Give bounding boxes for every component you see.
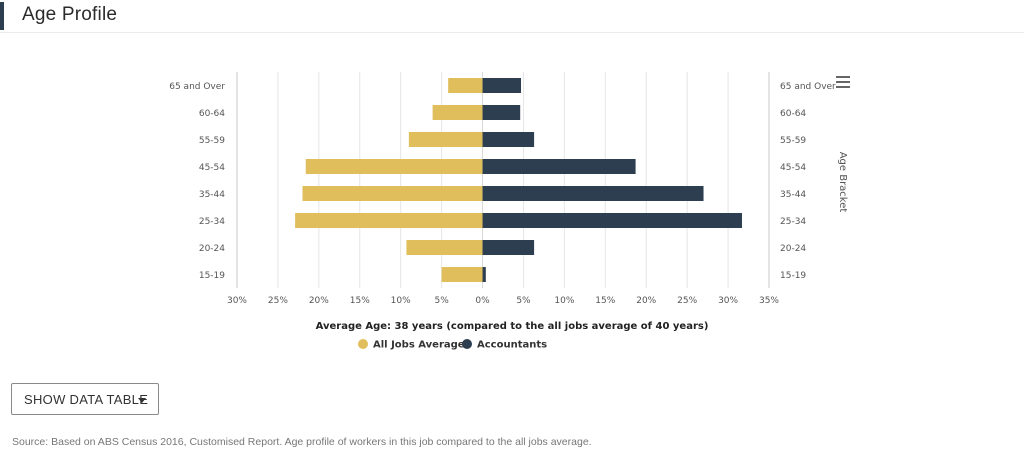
x-tick-label: 0% <box>475 296 490 306</box>
legend-marker[interactable] <box>358 339 368 349</box>
bar-all-jobs-average <box>408 132 483 147</box>
left-category-label: 65 and Over <box>169 82 225 92</box>
chart-subtitle-rest: : 38 years (compared to the all jobs ave… <box>387 321 708 332</box>
page-header: Age Profile <box>0 0 1024 33</box>
x-tick-label: 10% <box>554 296 574 306</box>
bar-all-jobs-average <box>432 105 483 120</box>
x-tick-label: 25% <box>677 296 697 306</box>
x-tick-label: 15% <box>595 296 615 306</box>
bar-accountants <box>482 240 535 255</box>
show-data-table-button[interactable]: SHOW DATA TABLE <box>11 383 159 415</box>
header-accent-bar <box>0 2 4 30</box>
x-tick-label: 10% <box>391 296 411 306</box>
left-category-label: 25-34 <box>199 217 225 227</box>
right-category-label: 25-34 <box>780 217 806 227</box>
right-category-label: 65 and Over <box>780 82 836 92</box>
legend-marker[interactable] <box>462 339 472 349</box>
bar-all-jobs-average <box>448 78 483 93</box>
show-data-table-label: SHOW DATA TABLE <box>24 391 149 407</box>
x-tick-label: 20% <box>636 296 656 306</box>
legend-label[interactable]: All Jobs Average <box>373 340 465 351</box>
left-category-label: 60-64 <box>199 109 225 119</box>
right-category-axis: 65 and Over 60-64 55-59 45-54 35-44 25-34 20-2… <box>780 82 836 281</box>
right-category-label: 55-59 <box>780 136 806 146</box>
chart-gridlines <box>236 72 770 288</box>
bar-accountants <box>482 186 704 201</box>
bar-all-jobs-average <box>302 186 483 201</box>
bar-accountants <box>482 105 521 120</box>
caret-down-icon <box>138 398 146 403</box>
x-tick-label: 30% <box>227 296 247 306</box>
left-category-label: 35-44 <box>199 190 225 200</box>
bar-all-jobs-average <box>441 267 483 282</box>
series-all-jobs-average <box>295 78 483 282</box>
right-axis-title: Age Bracket <box>837 152 848 213</box>
left-category-axis: 65 and Over 60-64 55-59 45-54 35-44 25-34 20-2… <box>169 82 225 281</box>
right-category-label: 45-54 <box>780 163 806 173</box>
left-category-label: 55-59 <box>199 136 225 146</box>
bar-accountants <box>482 159 636 174</box>
x-tick-label: 35% <box>759 296 779 306</box>
age-profile-chart: 65 and Over 60-64 55-59 45-54 35-44 25-34 20-2… <box>169 72 848 351</box>
x-tick-label: 15% <box>350 296 370 306</box>
x-tick-label: 5% <box>516 296 531 306</box>
source-note: Source: Based on ABS Census 2016, Custom… <box>12 436 592 448</box>
right-category-label: 15-19 <box>780 271 806 281</box>
x-tick-label: 20% <box>309 296 329 306</box>
left-category-label: 45-54 <box>199 163 225 173</box>
bar-accountants <box>482 78 522 93</box>
x-tick-label: 30% <box>718 296 738 306</box>
right-category-label: 35-44 <box>780 190 806 200</box>
legend-label[interactable]: Accountants <box>477 340 547 351</box>
x-tick-label: 25% <box>268 296 288 306</box>
chart-subtitle-bold: Average Age <box>316 321 388 332</box>
bar-accountants <box>482 132 535 147</box>
bar-accountants <box>482 267 486 282</box>
series-accountants <box>482 78 742 282</box>
bar-all-jobs-average <box>406 240 483 255</box>
left-category-label: 15-19 <box>199 271 225 281</box>
chart-subtitle: Average Age: 38 years (compared to the a… <box>316 321 709 332</box>
right-category-label: 60-64 <box>780 109 806 119</box>
bar-all-jobs-average <box>295 213 483 228</box>
chart-legend: All Jobs Average Accountants <box>358 339 547 351</box>
bar-accountants <box>482 213 742 228</box>
x-tick-label: 5% <box>434 296 449 306</box>
bar-all-jobs-average <box>305 159 483 174</box>
chart-menu-icon[interactable] <box>836 76 850 88</box>
left-category-label: 20-24 <box>199 244 225 254</box>
x-axis-ticks: 30% 25% 20% 15% 10% 5% 0% 5% 10% 15% 20% 25% 30% 35% <box>227 296 779 306</box>
right-category-label: 20-24 <box>780 244 806 254</box>
page-title: Age Profile <box>22 4 118 25</box>
